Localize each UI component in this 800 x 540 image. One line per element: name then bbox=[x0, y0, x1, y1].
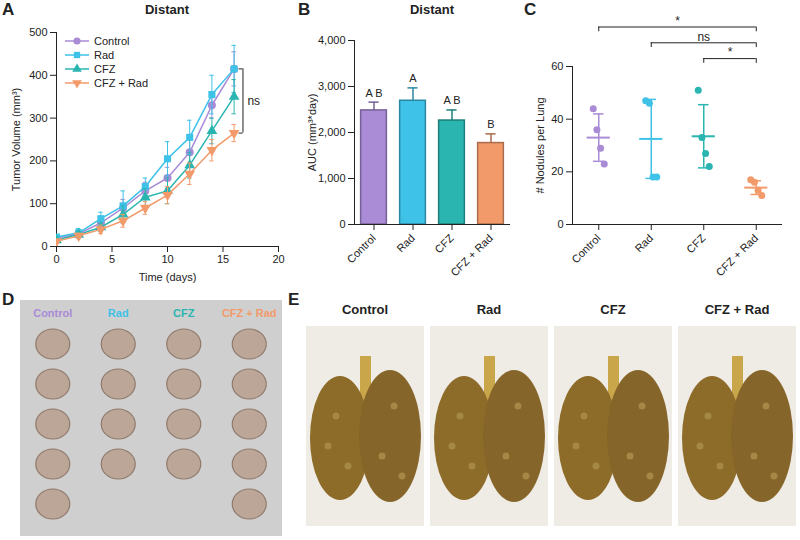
html-text:CFZ: CFZ bbox=[94, 63, 116, 75]
html-text:CFZ + Rad: CFZ + Rad bbox=[704, 302, 770, 317]
svg-text:CFZ: CFZ bbox=[173, 307, 195, 319]
html-text:Distant: Distant bbox=[145, 2, 189, 17]
svg-text:15: 15 bbox=[217, 253, 229, 265]
html-text:Control: Control bbox=[94, 35, 130, 47]
html-text:Control: Control bbox=[341, 302, 389, 317]
svg-text:20: 20 bbox=[272, 253, 284, 265]
svg-text:ns: ns bbox=[697, 30, 710, 44]
svg-text:300: 300 bbox=[29, 112, 47, 124]
svg-text:4,000: 4,000 bbox=[318, 34, 346, 46]
svg-text:0: 0 bbox=[53, 253, 59, 265]
svg-text:Time (days): Time (days) bbox=[139, 271, 197, 283]
html-text:Rad: Rad bbox=[94, 49, 115, 61]
svg-text:100: 100 bbox=[29, 197, 47, 209]
html-text:B: B bbox=[298, 0, 311, 19]
html-text:A: A bbox=[2, 0, 15, 19]
svg-text:500: 500 bbox=[29, 26, 47, 38]
svg-text:AUC (mm³*day): AUC (mm³*day) bbox=[306, 94, 318, 172]
html-text:Distant: Distant bbox=[410, 2, 454, 17]
svg-text:40: 40 bbox=[551, 113, 563, 125]
svg-text:2,000: 2,000 bbox=[318, 126, 346, 138]
svg-text:B: B bbox=[487, 118, 494, 130]
svg-text:3,000: 3,000 bbox=[318, 80, 346, 92]
svg-text:Rad: Rad bbox=[632, 232, 655, 255]
svg-text:0: 0 bbox=[557, 218, 563, 230]
svg-text:400: 400 bbox=[29, 69, 47, 81]
svg-text:60: 60 bbox=[551, 60, 563, 72]
svg-text:CFZ + Rad: CFZ + Rad bbox=[448, 232, 495, 279]
html-text:CFZ: CFZ bbox=[600, 302, 626, 317]
svg-text:0: 0 bbox=[41, 240, 47, 252]
svg-text:CFZ: CFZ bbox=[432, 232, 456, 256]
svg-text:A B: A B bbox=[443, 94, 460, 106]
svg-text:CFZ: CFZ bbox=[684, 232, 708, 256]
html-text:CFZ + Rad: CFZ + Rad bbox=[94, 77, 149, 89]
html-text:Rad: Rad bbox=[476, 302, 502, 317]
svg-text:*: * bbox=[675, 14, 680, 28]
svg-text:1,000: 1,000 bbox=[318, 172, 346, 184]
svg-text:# Nodules per Lung: # Nodules per Lung bbox=[534, 97, 546, 193]
svg-text:Tumor Volume (mm³): Tumor Volume (mm³) bbox=[10, 88, 22, 192]
svg-text:5: 5 bbox=[109, 253, 115, 265]
svg-text:ns: ns bbox=[247, 94, 260, 108]
svg-text:CFZ + Rad: CFZ + Rad bbox=[713, 232, 760, 279]
svg-text:A B: A B bbox=[365, 87, 382, 99]
svg-text:Control: Control bbox=[344, 232, 378, 266]
svg-text:Rad: Rad bbox=[394, 232, 417, 255]
svg-text:Control: Control bbox=[33, 307, 72, 319]
svg-text:20: 20 bbox=[551, 165, 563, 177]
svg-text:A: A bbox=[409, 72, 417, 84]
svg-text:10: 10 bbox=[161, 253, 173, 265]
svg-text:Control: Control bbox=[569, 232, 603, 266]
svg-text:Rad: Rad bbox=[108, 307, 129, 319]
svg-text:*: * bbox=[728, 45, 733, 59]
svg-text:0: 0 bbox=[339, 218, 345, 230]
html-text:D: D bbox=[2, 290, 15, 309]
html-text:C: C bbox=[524, 0, 537, 19]
html-text:E: E bbox=[288, 290, 300, 309]
svg-text:CFZ + Rad: CFZ + Rad bbox=[222, 307, 277, 319]
svg-text:200: 200 bbox=[29, 154, 47, 166]
